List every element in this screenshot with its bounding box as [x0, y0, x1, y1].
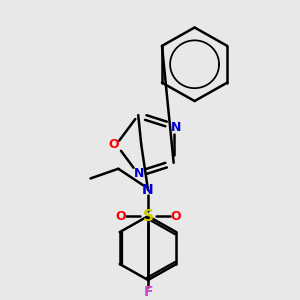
- Text: N: N: [170, 121, 181, 134]
- Text: F: F: [143, 285, 153, 298]
- Text: O: O: [170, 210, 181, 223]
- Text: O: O: [108, 138, 119, 151]
- Text: N: N: [134, 167, 144, 179]
- Text: N: N: [142, 183, 154, 197]
- Text: O: O: [115, 210, 126, 223]
- Text: S: S: [142, 209, 154, 224]
